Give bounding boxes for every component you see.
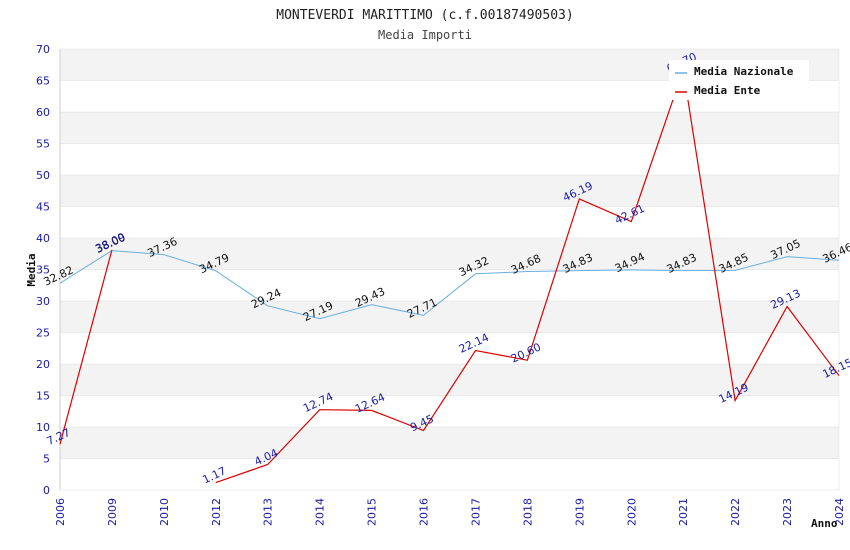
x-tick-label: 2018 [521, 498, 534, 526]
y-tick-label: 25 [36, 327, 50, 340]
series-lines [59, 69, 840, 484]
chart-title: MONTEVERDI MARITTIMO (c.f.00187490503) [276, 8, 573, 23]
y-tick-label: 65 [36, 75, 50, 88]
series-line-media-nazionale [59, 250, 840, 320]
x-tick-label: 2014 [314, 498, 327, 526]
y-axis-ticks: 0 5 10 15 20 25 30 35 40 45 50 55 60 65 70 [36, 43, 50, 497]
grid-band [59, 143, 840, 176]
grid-band [59, 332, 840, 365]
y-tick-label: 30 [36, 295, 50, 308]
x-tick-label: 2021 [677, 498, 690, 526]
x-tick-label: 2012 [210, 498, 223, 526]
y-tick-label: 10 [36, 421, 50, 434]
x-tick-label: 2017 [469, 498, 482, 526]
grid-band [59, 174, 840, 207]
series-line-media-ente [59, 249, 113, 445]
x-tick-label: 2022 [729, 498, 742, 526]
x-tick-label: 2023 [781, 498, 794, 526]
x-tick-label: 2013 [262, 498, 275, 526]
y-tick-label: 40 [36, 232, 50, 245]
chart-subtitle: Media Importi [378, 28, 472, 42]
series-line-media-ente [215, 69, 840, 484]
legend-box [669, 60, 809, 100]
y-axis-label: Media [25, 253, 38, 286]
x-axis-label: Anno [811, 517, 838, 530]
grid-band [59, 111, 840, 144]
y-tick-label: 0 [43, 484, 50, 497]
x-tick-label: 2024 [833, 498, 846, 526]
x-tick-label: 2010 [158, 498, 171, 526]
x-tick-label: 2015 [366, 498, 379, 526]
y-tick-label: 70 [36, 43, 50, 56]
grid-band [59, 206, 840, 239]
x-tick-label: 2020 [625, 498, 638, 526]
grid-band [59, 300, 840, 333]
legend-label-media-ente: Media Ente [694, 84, 761, 97]
y-tick-label: 5 [43, 453, 50, 466]
x-tick-label: 2006 [54, 498, 67, 526]
y-tick-label: 50 [36, 169, 50, 182]
y-tick-label: 20 [36, 358, 50, 371]
x-tick-label: 2019 [573, 498, 586, 526]
x-tick-label: 2009 [106, 498, 119, 526]
legend: Media Nazionale Media Ente [669, 60, 809, 100]
y-tick-label: 55 [36, 138, 50, 151]
grid-band [59, 426, 840, 459]
y-tick-label: 45 [36, 201, 50, 214]
grid-bands [59, 48, 840, 491]
grid-band [59, 458, 840, 491]
x-tick-label: 2016 [418, 498, 431, 526]
grid-band [59, 269, 840, 302]
y-tick-label: 15 [36, 390, 50, 403]
grid-band [59, 237, 840, 270]
y-tick-label: 35 [36, 264, 50, 277]
legend-label-media-nazionale: Media Nazionale [694, 65, 794, 78]
y-tick-label: 60 [36, 106, 50, 119]
x-axis-ticks: 2006 2009 2010 2012 2013 2014 2015 2016 2017 2018… [54, 498, 846, 526]
